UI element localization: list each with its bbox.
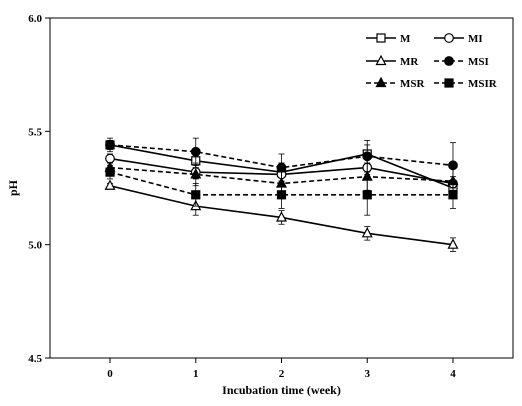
y-tick-label: 6.0 [28,13,42,25]
data-point [105,167,115,177]
data-point [448,190,458,200]
legend-marker [375,54,387,66]
legend-marker [376,33,386,43]
data-point [191,190,201,200]
x-tick-label: 3 [364,368,370,380]
legend-marker [444,56,454,66]
legend-item-mi: MI [434,33,483,45]
x-tick-label: 0 [107,368,113,380]
legend-label: M [400,33,411,45]
data-point [276,190,287,200]
legend-item-msr: MSR [366,76,426,90]
data-point [276,162,287,173]
legend-label: MR [400,56,419,68]
series-layer [104,137,459,252]
legend-marker [444,33,454,43]
legend-label: MSI [468,56,489,68]
data-point [361,227,373,238]
legend-label: MSR [400,78,426,90]
x-axis: 0 1 2 3 4 [107,358,456,380]
series-msir [105,164,458,216]
y-axis-title: pH [6,179,20,196]
legend-label: MI [468,33,483,45]
x-tick-label: 1 [193,368,199,380]
data-point [190,168,202,179]
data-point [104,179,116,190]
legend-label: MSIR [468,78,498,90]
data-point [190,146,201,157]
series-line [109,171,453,196]
data-point [276,211,287,222]
data-point [447,238,459,249]
y-tick-label: 5.0 [28,240,42,252]
legend-item-msir: MSIR [434,78,498,90]
data-point [362,190,372,200]
x-axis-title: Incubation time (week) [222,383,341,397]
y-axis: 4.5 5.0 5.5 6.0 [28,13,50,365]
series-line [109,144,454,169]
legend-item-m: M [366,33,411,45]
legend-marker [375,76,387,88]
x-tick-label: 4 [450,368,456,380]
data-point [362,151,373,162]
y-tick-label: 4.5 [28,353,42,365]
legend: M MI MR MSI MSR MSIR [366,33,498,90]
data-point [105,140,115,150]
legend-item-mr: MR [366,54,419,68]
y-tick-label: 5.5 [28,126,42,138]
legend-marker [444,78,454,88]
legend-item-msi: MSI [434,56,489,68]
x-tick-label: 2 [279,368,285,380]
